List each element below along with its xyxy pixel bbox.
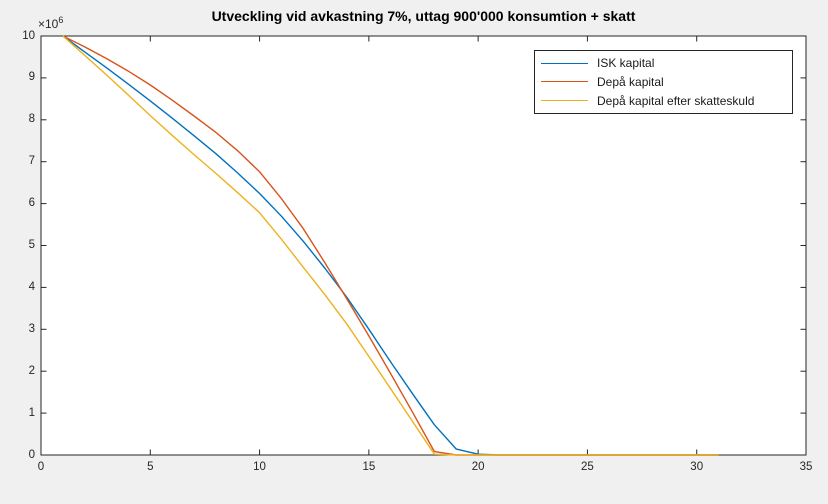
- y-tick-label: 7: [28, 155, 35, 168]
- y-tick-label: 0: [28, 448, 35, 461]
- legend-item: ISK kapital: [535, 54, 792, 72]
- x-tick-label: 10: [253, 461, 266, 473]
- legend: ISK kapital Depå kapital Depå kapital efte…: [534, 50, 793, 114]
- y-axis-multiplier-base: ×10: [38, 17, 59, 31]
- y-tick-label: 1: [28, 406, 35, 419]
- legend-item: Depå kapital: [535, 73, 792, 91]
- y-tick-label: 9: [28, 71, 35, 84]
- legend-line-sample: [541, 62, 588, 64]
- y-axis-multiplier: ×106: [38, 15, 63, 31]
- x-tick-label: 0: [37, 461, 45, 473]
- y-tick-label: 3: [28, 322, 35, 335]
- x-tick-label: 20: [471, 461, 485, 473]
- legend-label: ISK kapital: [597, 56, 655, 71]
- legend-line-sample: [541, 100, 588, 102]
- y-tick-label: 2: [28, 364, 35, 377]
- y-tick-label: 6: [28, 197, 35, 210]
- y-tick-label: 5: [28, 239, 35, 251]
- series-line-dep-kapital-efter-skatteskuld: [62, 35, 719, 456]
- x-tick-label: 5: [147, 461, 154, 473]
- legend-item: Depå kapital efter skatteskuld: [535, 92, 792, 110]
- y-tick-label: 10: [22, 29, 35, 42]
- y-tick-label: 8: [28, 113, 35, 126]
- x-tick-label: 35: [799, 461, 813, 473]
- y-axis-multiplier-exponent: 6: [58, 15, 64, 25]
- legend-line-sample: [541, 81, 588, 83]
- x-tick-label: 15: [362, 461, 376, 473]
- legend-label: Depå kapital efter skatteskuld: [597, 93, 755, 108]
- x-tick-label: 30: [690, 461, 704, 473]
- x-tick-label: 25: [581, 461, 594, 473]
- legend-label: Depå kapital: [597, 74, 664, 89]
- y-tick-label: 4: [28, 280, 35, 293]
- chart-title: Utveckling vid avkastning 7%, uttag 900'…: [211, 8, 636, 24]
